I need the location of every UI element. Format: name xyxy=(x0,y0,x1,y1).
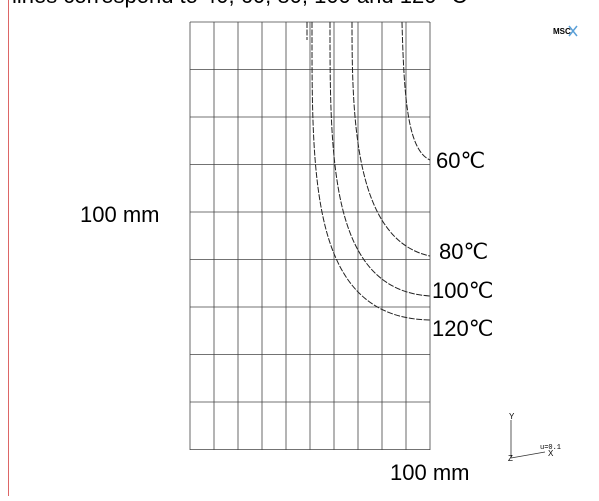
triad-z: Z xyxy=(508,454,513,463)
isotherms xyxy=(306,21,431,321)
isotherm-60 xyxy=(401,21,431,161)
axis-triad: Y X Z u=0.1 xyxy=(508,412,561,463)
isotherm-label: 60℃ xyxy=(436,148,485,173)
height-label: 100 mm xyxy=(80,202,159,227)
logo: MSC xyxy=(553,27,571,36)
isotherm-100 xyxy=(329,21,431,297)
logo-mark xyxy=(568,25,578,37)
isotherm-label: 80℃ xyxy=(439,239,488,264)
isotherm-120 xyxy=(311,21,431,321)
isotherm-label: 100℃ xyxy=(432,278,493,303)
triad-scale: u=0.1 xyxy=(540,444,561,452)
isotherm-label: 120℃ xyxy=(432,316,493,341)
triad-y: Y xyxy=(509,412,515,421)
width-label: 100 mm xyxy=(390,460,469,485)
caption: lines correspond to 40, 60, 80, 100 and … xyxy=(12,0,467,8)
triad-x: X xyxy=(548,449,554,458)
isotherm-80 xyxy=(351,21,431,257)
